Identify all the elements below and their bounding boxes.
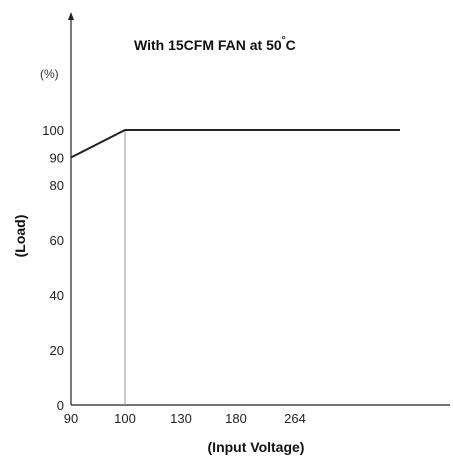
y-tick-80: 80 [50, 178, 64, 193]
y-tick-90: 90 [50, 151, 64, 166]
y-tick-40: 40 [50, 288, 64, 303]
x-tick-264: 264 [284, 411, 306, 426]
y-tick-20: 20 [50, 343, 64, 358]
y-tick-0: 0 [57, 398, 64, 413]
y-axis-label: (Load) [12, 215, 28, 258]
y-tick-100: 100 [42, 123, 64, 138]
y-tick-60: 60 [50, 233, 64, 248]
chart-title-degree: ° [282, 35, 286, 46]
chart-title-main: With 15CFM FAN at 50 [134, 37, 282, 53]
x-tick-90: 90 [64, 411, 78, 426]
chart-title-unit: C [286, 37, 296, 53]
x-tick-130: 130 [170, 411, 192, 426]
y-axis-arrow [68, 12, 74, 20]
x-tick-180: 180 [225, 411, 247, 426]
x-axis-label: (Input Voltage) [208, 439, 305, 455]
derating-curve [70, 129, 400, 159]
x-tick-labels: 90 100 130 180 264 [64, 411, 306, 426]
y-unit-label: (%) [40, 67, 59, 81]
chart-title: With 15CFM FAN at 50°C [134, 35, 296, 53]
x-tick-100: 100 [114, 411, 136, 426]
y-tick-labels: 0 20 40 60 80 90 100 [42, 123, 64, 413]
